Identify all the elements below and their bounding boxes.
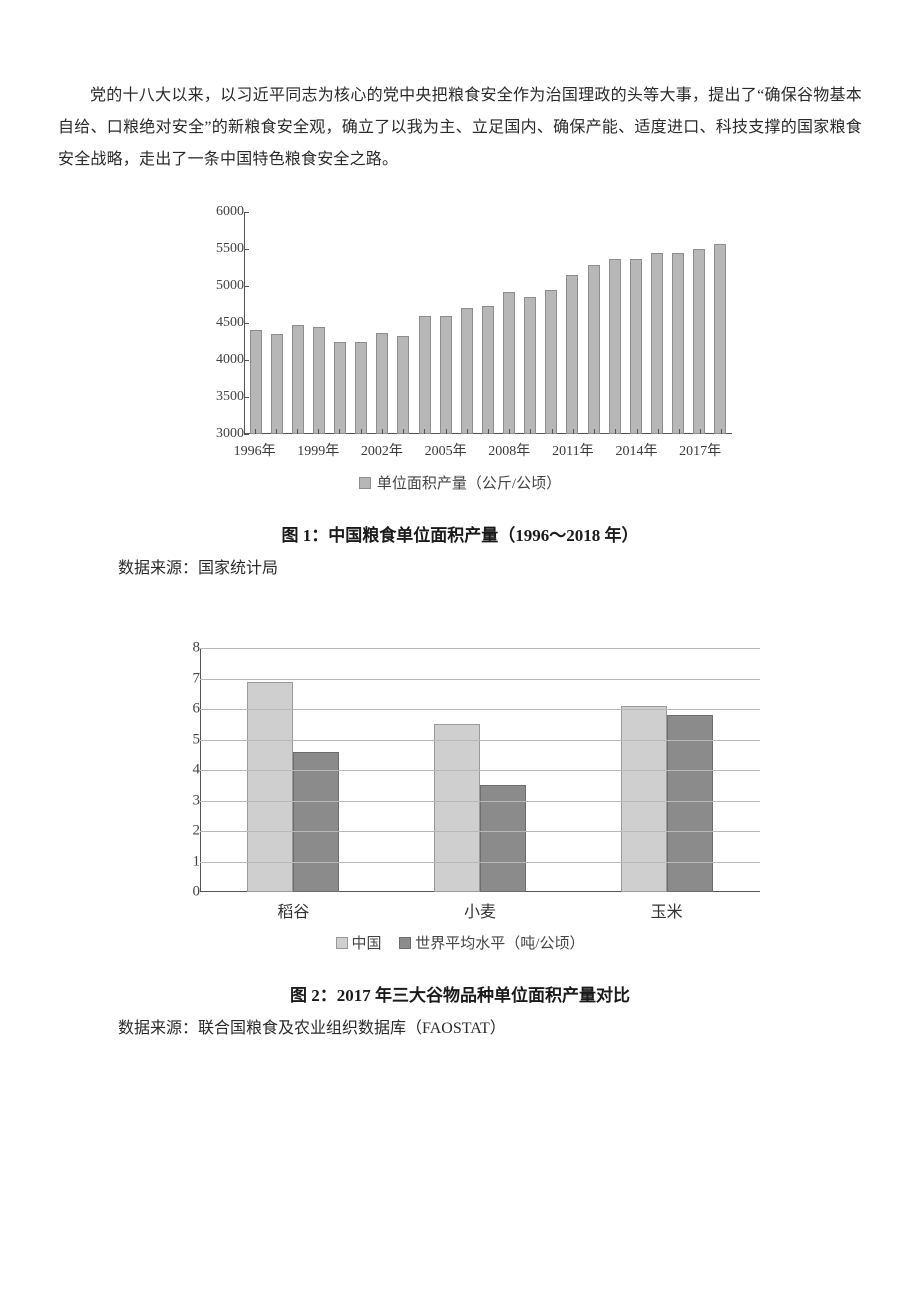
chart1-bar bbox=[376, 333, 388, 434]
chart1-bar bbox=[334, 342, 346, 434]
chart1-ytick: 4500 bbox=[184, 315, 244, 331]
chart1-bar bbox=[313, 327, 325, 434]
chart1-bar bbox=[524, 297, 536, 434]
chart1-bar bbox=[250, 330, 262, 434]
legend-swatch-icon bbox=[359, 477, 371, 489]
chart2-caption: 图 2：2017 年三大谷物品种单位面积产量对比 bbox=[58, 981, 862, 1006]
chart2-ytick: 2 bbox=[160, 823, 200, 840]
legend-swatch-b-icon bbox=[399, 937, 411, 949]
chart1-source: 数据来源：国家统计局 bbox=[118, 554, 862, 578]
chart1-bar bbox=[355, 342, 367, 435]
chart1-caption: 图 1：中国粮食单位面积产量（1996～2018 年） bbox=[58, 521, 862, 546]
chart1-ytick: 3500 bbox=[184, 389, 244, 405]
legend-swatch-a-icon bbox=[336, 937, 348, 949]
chart2-ytick: 5 bbox=[160, 731, 200, 748]
chart1-bar bbox=[588, 265, 600, 434]
chart1-bar bbox=[566, 275, 578, 434]
chart1-bar bbox=[630, 259, 642, 434]
chart1-bar bbox=[651, 253, 663, 434]
chart1-bar bbox=[503, 292, 515, 434]
chart1-xlabel: 2014年 bbox=[616, 440, 658, 460]
chart1-plot: 1996年 1999年 2002年 2005年 2008年 2011年 2014年 2017年… bbox=[180, 204, 740, 464]
chart2-legend: 中国 世界平均水平（吨/公顷） bbox=[150, 932, 770, 953]
chart2-gridline bbox=[200, 679, 760, 680]
chart1-legend-text: 单位面积产量（公斤/公顷） bbox=[377, 476, 561, 492]
chart2-xlabel: 稻谷 bbox=[233, 898, 353, 920]
chart2-source: 数据来源：联合国粮食及农业组织数据库（FAOSTAT） bbox=[118, 1014, 862, 1038]
chart1-bar bbox=[609, 259, 621, 434]
chart2-gridline bbox=[200, 862, 760, 863]
chart1-bar bbox=[397, 336, 409, 434]
chart1-ytick: 3000 bbox=[184, 426, 244, 442]
chart1-xlabel: 1999年 bbox=[297, 440, 339, 460]
chart2-plot: 稻谷 小麦 玉米 0 1 2 3 4 5 6 7 8 bbox=[150, 642, 770, 922]
chart2-ytick: 1 bbox=[160, 853, 200, 870]
chart2-bar-world bbox=[667, 715, 713, 892]
chart1-ytick: 5000 bbox=[184, 278, 244, 294]
chart1-xlabel: 1996年 bbox=[234, 440, 276, 460]
chart1-xlabel: 2005年 bbox=[425, 440, 467, 460]
chart1-bar bbox=[672, 253, 684, 434]
chart1-xlabel: 2002年 bbox=[361, 440, 403, 460]
chart2-gridline bbox=[200, 770, 760, 771]
chart2-group bbox=[233, 682, 353, 892]
chart2-gridline bbox=[200, 709, 760, 710]
chart2-gridline bbox=[200, 831, 760, 832]
chart2-ytick: 3 bbox=[160, 792, 200, 809]
chart1-xlabel: 2017年 bbox=[679, 440, 721, 460]
chart2-gridline bbox=[200, 801, 760, 802]
chart1-bar bbox=[545, 290, 557, 434]
chart2-group bbox=[420, 724, 540, 892]
chart2-ytick: 0 bbox=[160, 884, 200, 901]
chart2-ytick: 8 bbox=[160, 640, 200, 657]
chart1-bar bbox=[482, 306, 494, 434]
chart1-ytick: 6000 bbox=[184, 204, 244, 220]
chart1-xlabels: 1996年1999年2002年2005年2008年2011年2014年2017年 bbox=[244, 440, 732, 462]
chart2-legend-a: 中国 bbox=[352, 936, 382, 952]
chart2-xlabels: 稻谷 小麦 玉米 bbox=[200, 898, 760, 920]
chart1-xlabel: 2008年 bbox=[488, 440, 530, 460]
chart2-bar-world bbox=[293, 752, 339, 892]
chart2-xlabel: 玉米 bbox=[607, 898, 727, 920]
chart1-bar bbox=[419, 316, 431, 434]
chart1-bar bbox=[292, 325, 304, 434]
chart1-legend: 单位面积产量（公斤/公顷） bbox=[180, 472, 740, 493]
chart1-bar bbox=[693, 249, 705, 434]
chart2-ytick: 6 bbox=[160, 701, 200, 718]
chart2-ytick: 7 bbox=[160, 670, 200, 687]
chart1-bar bbox=[461, 308, 473, 434]
chart2-group bbox=[607, 706, 727, 892]
chart2-legend-b: 世界平均水平（吨/公顷） bbox=[415, 936, 584, 952]
body-paragraph: 党的十八大以来，以习近平同志为核心的党中央把粮食安全作为治国理政的头等大事，提出… bbox=[58, 80, 862, 176]
chart2-bar-china bbox=[247, 682, 293, 892]
chart1-ytick: 5500 bbox=[184, 241, 244, 257]
chart2-xlabel: 小麦 bbox=[420, 898, 540, 920]
chart1-bars bbox=[244, 212, 732, 434]
chart1-xlabel: 2011年 bbox=[552, 440, 593, 460]
chart2-gridline bbox=[200, 740, 760, 741]
chart1-container: 1996年 1999年 2002年 2005年 2008年 2011年 2014年 2017年… bbox=[180, 204, 740, 493]
chart2-gridline bbox=[200, 648, 760, 649]
chart2-bar-china bbox=[434, 724, 480, 892]
chart2-container: 稻谷 小麦 玉米 0 1 2 3 4 5 6 7 8 中国 世界平均水平（吨/公顷） bbox=[150, 642, 770, 953]
chart1-bar bbox=[271, 334, 283, 434]
chart1-bar bbox=[714, 244, 726, 434]
chart1-bar bbox=[440, 316, 452, 434]
chart2-ytick: 4 bbox=[160, 762, 200, 779]
chart2-bar-china bbox=[621, 706, 667, 892]
chart1-ytick: 4000 bbox=[184, 352, 244, 368]
